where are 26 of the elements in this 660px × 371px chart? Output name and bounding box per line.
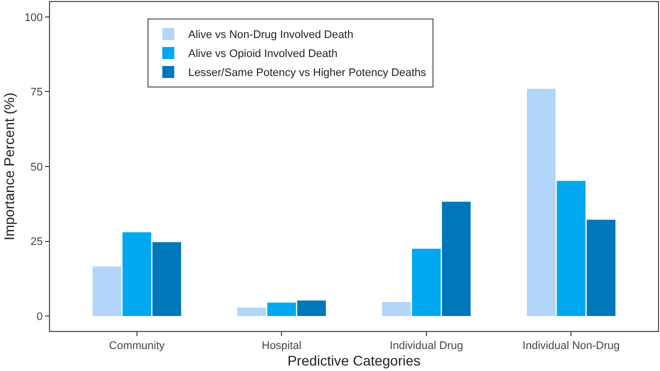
x-tick-label: Hospital bbox=[262, 340, 302, 352]
x-tick-label: Individual Non-Drug bbox=[522, 340, 620, 352]
bar bbox=[267, 302, 296, 316]
bar bbox=[526, 88, 556, 316]
y-tick-label: 0 bbox=[36, 310, 43, 323]
bar bbox=[237, 308, 266, 316]
bar bbox=[122, 232, 152, 316]
y-tick-label: 100 bbox=[24, 12, 43, 24]
y-axis-title: Importance Percent (%) bbox=[1, 92, 18, 240]
bar bbox=[152, 242, 182, 316]
y-tick-label: 75 bbox=[30, 86, 43, 99]
y-tick-label: 25 bbox=[30, 236, 43, 248]
x-axis-title: Predictive Categories bbox=[287, 352, 421, 368]
y-tick-label: 50 bbox=[30, 161, 43, 174]
bar bbox=[412, 248, 441, 316]
bar bbox=[92, 266, 122, 316]
legend-label: Alive vs Opioid Involved Death bbox=[188, 48, 338, 60]
x-tick-label: Individual Drug bbox=[390, 340, 464, 352]
bar bbox=[297, 300, 326, 316]
legend-label: Alive vs Non-Drug Involved Death bbox=[188, 29, 354, 42]
bar bbox=[556, 180, 586, 316]
legend-label: Lesser/Same Potency vs Higher Potency Deaths bbox=[188, 67, 427, 80]
bar bbox=[586, 220, 616, 316]
x-tick-label: Community bbox=[109, 340, 166, 352]
bar bbox=[442, 202, 471, 316]
bar bbox=[382, 302, 411, 316]
